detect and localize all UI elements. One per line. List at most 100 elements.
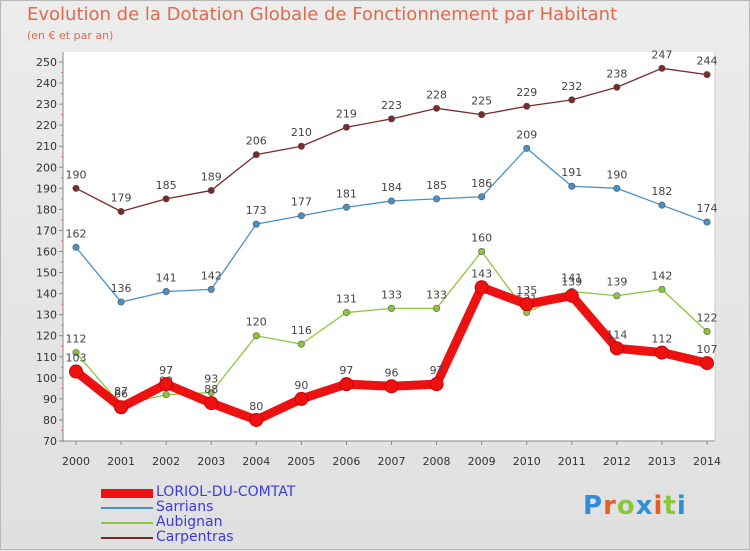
data-label: 182 [651,185,672,198]
data-point [654,345,669,360]
data-label: 116 [291,324,312,337]
data-point [342,123,350,131]
data-point [433,104,441,112]
data-label: 185 [156,179,177,192]
x-tick-label: 2010 [513,455,541,468]
data-point [297,212,305,220]
data-point [162,391,170,399]
data-label: 189 [201,170,222,183]
data-point [519,297,534,312]
data-point [252,220,260,228]
data-label: 247 [651,48,672,61]
y-tick-label: 100 [36,372,57,385]
data-point [207,186,215,194]
data-label: 90 [294,379,308,392]
data-point [478,248,486,256]
data-label: 191 [561,166,582,179]
data-label: 238 [606,67,627,80]
logo-letter: i [653,491,664,521]
data-label: 162 [66,227,87,240]
data-label: 107 [697,343,718,356]
data-point [429,377,444,392]
data-point [609,341,624,356]
data-label: 103 [66,352,87,365]
x-tick-label: 2014 [693,455,721,468]
data-point [72,184,80,192]
x-tick-label: 2003 [197,455,225,468]
data-point [342,309,350,317]
logo-letter: o [616,491,636,521]
y-tick-label: 140 [36,288,57,301]
data-point [207,389,215,397]
series-carpentras: 190 179 185 189 206 210 219 223 228 225 229 232 238 2… [66,48,718,215]
y-tick-label: 70 [43,435,57,448]
data-label: 120 [246,316,267,329]
data-label: 210 [291,126,312,139]
data-label: 173 [246,204,267,217]
legend-swatch [101,522,153,524]
y-tick-label: 210 [36,140,57,153]
data-point [384,379,399,394]
data-label: 97 [339,364,353,377]
data-point [294,391,309,406]
series-loriol-du-comtat: 103 86 97 88 80 90 97 96 97 143 135 139 114 112 107 [66,267,718,427]
logo-letter: i [676,491,687,521]
data-point [162,288,170,296]
data-label: 184 [381,181,402,194]
data-point [474,280,489,295]
data-label: 97 [159,364,173,377]
data-point [297,340,305,348]
data-point [387,115,395,123]
y-tick-label: 150 [36,267,57,280]
data-point [700,356,714,371]
data-label: 206 [246,135,267,148]
data-point [69,364,83,379]
data-label: 139 [606,276,627,289]
x-tick-label: 2001 [107,455,135,468]
x-tick-label: 2012 [603,455,631,468]
legend-swatch [101,488,153,498]
data-label: 122 [697,312,718,325]
x-tick-label: 2009 [468,455,496,468]
data-point [613,292,621,300]
data-label: 135 [516,284,537,297]
data-label: 142 [201,269,222,282]
legend-label: LORIOL-DU-COMTAT [156,484,296,500]
chart-subtitle: (en € et par an) [27,29,114,42]
data-point [433,195,441,203]
data-label: 225 [471,95,492,108]
data-label: 133 [426,288,447,301]
y-tick-label: 80 [43,414,57,427]
data-point [703,71,711,79]
data-point [523,144,531,152]
y-tick-label: 190 [36,182,57,195]
data-label: 88 [204,383,218,396]
legend-label: Aubignan [156,514,223,530]
data-label: 96 [385,366,399,379]
x-tick-label: 2008 [423,455,451,468]
y-tick-label: 110 [36,351,57,364]
legend-swatch [101,507,153,509]
data-point [339,377,354,392]
y-tick-label: 170 [36,224,57,237]
logo-letter: x [635,491,654,521]
data-label: 190 [606,168,627,181]
x-tick-label: 2002 [152,455,180,468]
data-label: 143 [471,267,492,280]
logo-letter: P [583,491,604,521]
data-point [387,197,395,205]
data-label: 181 [336,187,357,200]
data-label: 209 [516,128,537,141]
y-tick-label: 220 [36,119,57,132]
y-tick-label: 250 [36,56,57,69]
data-label: 160 [471,232,492,245]
legend-label: Sarrians [156,499,214,515]
x-tick-label: 2000 [62,455,90,468]
data-point [72,243,80,251]
x-tick-label: 2011 [558,455,586,468]
y-tick-label: 200 [36,161,57,174]
data-point [564,288,579,303]
y-tick-label: 130 [36,309,57,322]
data-label: 97 [430,364,444,377]
